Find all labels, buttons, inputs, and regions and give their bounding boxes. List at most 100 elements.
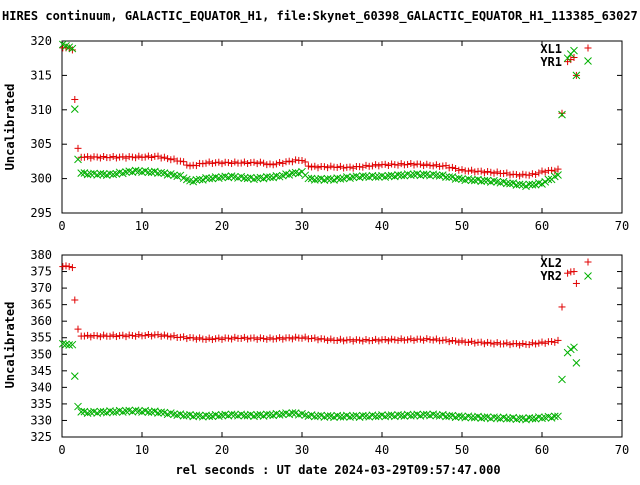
bottom-point-xl2-27 [144, 330, 152, 338]
top-point-yr1-18-d2 [115, 168, 124, 177]
bottom-xtick-label-1: 10 [135, 443, 149, 457]
top-point-yr1-72-d2 [288, 169, 297, 177]
bottom-ytick-label-4: 345 [30, 364, 52, 378]
bottom-point-yr2-9 [86, 408, 95, 417]
bottom-point-yr2-152-d2 [544, 412, 553, 421]
bottom-point-yr2-121-d2 [445, 412, 454, 420]
bottom-point-xl2-83 [324, 336, 332, 344]
top-point-xl1-84 [327, 162, 335, 170]
bottom-point-yr2-109-d2 [406, 411, 415, 420]
bottom-point-yr2-68-d2 [275, 411, 284, 419]
top-point-yr1-6-d2 [77, 169, 86, 177]
bottom-point-yr2-31 [157, 408, 166, 417]
bottom-ytick-label-5: 350 [30, 347, 52, 361]
top-point-xl1-144 [519, 170, 527, 178]
top-ytick-label-4: 315 [30, 68, 52, 82]
top-point-yr1-146 [525, 180, 534, 189]
top-point-yr1-46-d2 [205, 174, 214, 183]
bottom-point-yr2-127-d2 [464, 412, 473, 421]
top-point-yr1-130-d2 [474, 175, 482, 184]
top-point-xl1-22 [128, 153, 136, 161]
bottom-point-yr2-5-d2 [74, 402, 82, 411]
top-point-yr1-30 [154, 169, 162, 178]
bottom-point-yr2-132 [480, 413, 489, 422]
bottom-point-yr2-143 [515, 414, 524, 423]
bottom-point-yr2-56-d2 [237, 410, 246, 419]
bottom-point-xl2-78 [308, 334, 316, 342]
bottom-ytick-label-3: 340 [30, 380, 52, 394]
bottom-point-yr2-75-d2 [298, 409, 306, 418]
top-xtick-label-4: 40 [375, 219, 389, 233]
top-point-xl1-138 [500, 170, 508, 178]
bottom-point-yr2-46 [205, 412, 214, 421]
bottom-point-xl2-88 [340, 337, 348, 345]
top-point-yr1-152 [544, 175, 553, 184]
bottom-point-xl2-124 [455, 338, 463, 346]
top-point-xl1-46 [205, 158, 213, 166]
bottom-point-xl2-11 [93, 332, 101, 340]
bottom-point-xl2-3 [68, 264, 76, 272]
top-point-xl1-90 [346, 163, 354, 171]
bottom-point-yr2-114-d2 [422, 410, 431, 419]
top-point-yr1-39-d2 [182, 175, 191, 184]
top-point-yr1-77 [304, 174, 313, 183]
bottom-point-yr2-15-d2 [106, 407, 114, 415]
bottom-point-yr2-10-d2 [90, 407, 98, 416]
bottom-point-yr2-53 [227, 410, 236, 419]
bottom-point-xl2-117 [432, 335, 440, 343]
bottom-point-xl2-15 [106, 332, 114, 340]
top-point-yr1-38-d2 [179, 174, 188, 182]
bottom-point-xl2-143 [516, 341, 524, 349]
top-point-yr1-132 [480, 176, 489, 185]
top-point-xl1-127 [464, 167, 472, 175]
bottom-point-xl2-104 [391, 336, 399, 344]
bottom-point-yr2-105 [394, 410, 402, 419]
top-point-yr1-81-d2 [317, 174, 326, 183]
bottom-point-xl2-34 [167, 333, 175, 341]
bottom-point-yr2-40-d2 [186, 410, 194, 419]
top-point-yr1-160-d2 [572, 71, 581, 80]
bottom-point-xl2-67 [272, 335, 280, 343]
bottom-point-xl2-16 [109, 331, 117, 339]
bottom-point-yr2-12 [96, 407, 105, 416]
top-point-yr1-65 [266, 173, 274, 182]
top-point-xl1-143 [516, 172, 524, 180]
bottom-point-xl2-101 [381, 336, 389, 344]
top-point-yr1-53-d2 [227, 172, 236, 181]
bottom-point-xl2-109 [407, 335, 415, 343]
top-point-yr1-31-d2 [157, 168, 166, 177]
bottom-xtick-label-3: 30 [295, 443, 309, 457]
bottom-point-yr2-31-d2 [157, 408, 166, 417]
top-point-yr1-64-d2 [262, 173, 271, 181]
bottom-point-yr2-98-d2 [371, 412, 380, 421]
bottom-point-yr2-76-d2 [301, 411, 310, 420]
top-point-xl1-30 [154, 152, 162, 160]
top-point-xl1-133 [484, 168, 492, 176]
bottom-point-yr2-139 [502, 414, 511, 423]
top-point-xl1-34 [167, 156, 175, 164]
top-point-yr1-105 [394, 171, 402, 179]
bottom-point-xl2-132 [480, 340, 488, 348]
top-point-yr1-4 [70, 105, 79, 113]
top-point-yr1-123 [451, 175, 460, 183]
top-xtick-label-7: 70 [615, 219, 629, 233]
top-point-xl1-95 [362, 161, 370, 169]
top-point-xl1-106 [397, 160, 405, 168]
bottom-point-yr2-122-d2 [448, 411, 457, 420]
top-point-yr1-140 [506, 179, 514, 188]
bottom-point-yr2-79 [310, 412, 319, 421]
top-xtick-label-5: 50 [455, 219, 469, 233]
bottom-point-yr2-62-d2 [256, 410, 265, 419]
bottom-point-yr2-4-d2 [70, 372, 79, 380]
top-point-yr1-13-d2 [99, 170, 108, 178]
top-point-xl1-114 [423, 160, 431, 168]
bottom-point-xl2-12 [96, 333, 104, 341]
top-point-xl1-117 [432, 161, 440, 169]
bottom-point-xl2-49 [215, 334, 223, 342]
top-point-yr1-79 [310, 176, 319, 184]
bottom-point-yr2-80-d2 [314, 412, 322, 420]
top-ytick-label-2: 305 [30, 137, 52, 151]
top-plot-area: 0 10 20 30 40 50 60 70 295 300 305 310 315 320 [30, 34, 629, 233]
bottom-point-xl2-93 [356, 336, 364, 344]
